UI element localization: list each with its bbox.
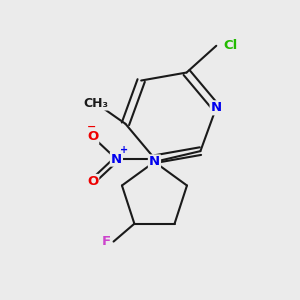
Text: CH₃: CH₃ [83,97,108,110]
Text: Cl: Cl [224,39,238,52]
Text: −: − [86,122,96,132]
Text: N: N [211,101,222,114]
Text: +: + [120,145,128,154]
Text: O: O [87,130,98,143]
Text: O: O [87,175,98,188]
Text: N: N [111,153,122,166]
Text: F: F [101,235,111,248]
Text: N: N [149,155,160,168]
